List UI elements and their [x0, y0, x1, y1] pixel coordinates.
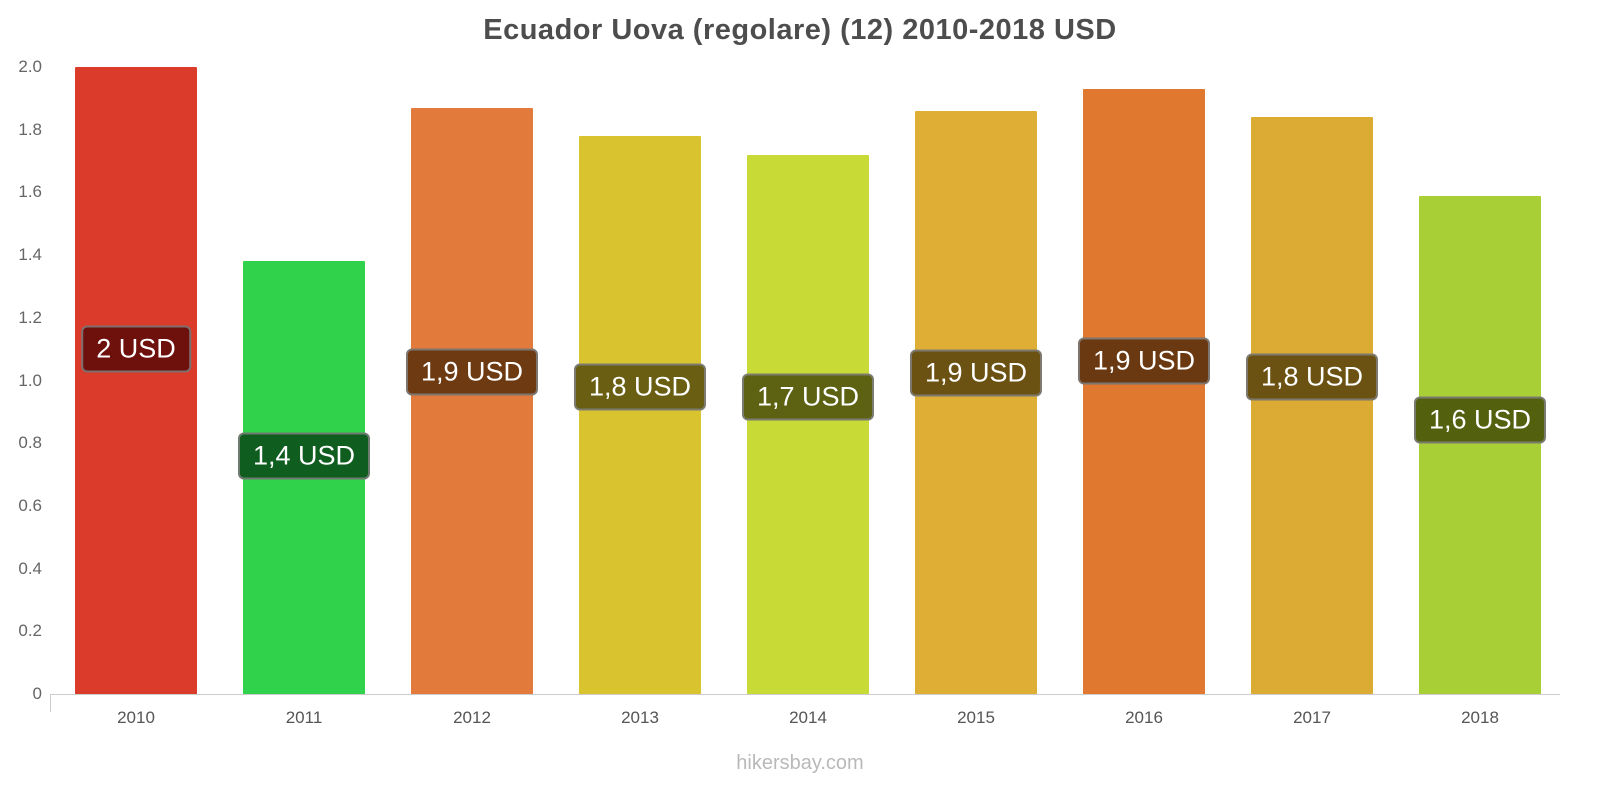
bar-2016: [1083, 88, 1205, 694]
value-label-2012: 1,9 USD: [405, 348, 539, 396]
x-tick-label-2011: 2011: [285, 708, 323, 727]
chart-title: Ecuador Uova (regolare) (12) 2010-2018 U…: [483, 14, 1117, 46]
y-tick-label: 0: [32, 684, 42, 703]
x-tick-label-2010: 2010: [117, 708, 155, 727]
value-label-2017: 1,8 USD: [1245, 353, 1379, 401]
value-label-2015: 1,9 USD: [909, 349, 1043, 397]
value-label-2013: 1,8 USD: [573, 363, 707, 411]
bar-2013: [579, 135, 701, 694]
y-tick-label: 0.4: [18, 558, 42, 578]
x-tick-label-2015: 2015: [957, 708, 995, 727]
x-tick-label-2018: 2018: [1461, 708, 1499, 727]
x-tick-label-2016: 2016: [1125, 708, 1163, 727]
bar-2012: [411, 107, 533, 694]
value-label-2011: 1,4 USD: [237, 432, 371, 480]
y-tick-label: 1.2: [18, 307, 42, 327]
y-tick-label: 0.6: [18, 495, 42, 515]
bar-2014: [747, 154, 869, 694]
bar-2017: [1251, 117, 1373, 694]
x-tick-label-2017: 2017: [1293, 708, 1331, 727]
value-label-2014: 1,7 USD: [741, 373, 875, 421]
x-tick-label-2013: 2013: [621, 708, 659, 727]
y-tick-label: 0.8: [18, 433, 42, 453]
y-tick-label: 1.8: [18, 119, 42, 139]
bar-2010: [75, 67, 197, 694]
y-tick-label: 1.0: [18, 370, 42, 390]
y-tick-label: 1.4: [18, 245, 42, 265]
footer-watermark: hikersbay.com: [736, 752, 864, 774]
value-label-2018: 1,6 USD: [1413, 396, 1547, 444]
value-label-2010: 2 USD: [81, 325, 191, 373]
y-tick-label: 1.6: [18, 182, 42, 202]
bar-2015: [915, 110, 1037, 694]
value-label-2016: 1,9 USD: [1077, 337, 1211, 385]
y-tick-label: 0.2: [18, 621, 42, 641]
x-axis-line: [50, 694, 1560, 695]
y-axis-origin-tick: [50, 694, 51, 712]
x-tick-label-2012: 2012: [453, 708, 491, 727]
bar-2018: [1419, 195, 1541, 694]
y-tick-label: 2.0: [18, 57, 42, 76]
x-tick-label-2014: 2014: [789, 708, 827, 727]
